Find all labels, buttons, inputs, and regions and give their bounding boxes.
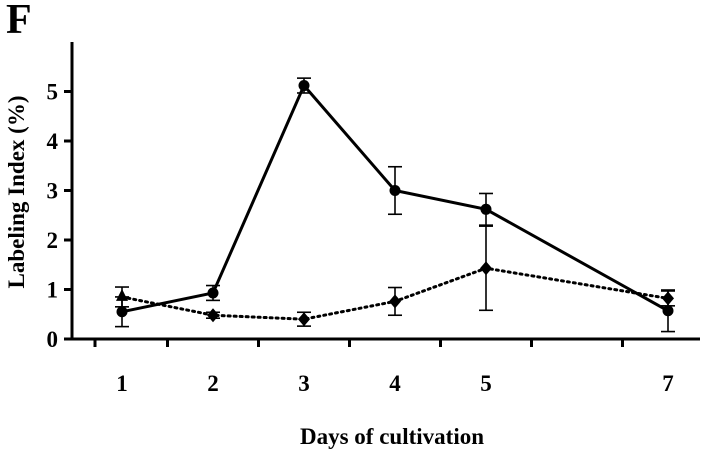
x-tick-label: 2 bbox=[207, 371, 219, 396]
data-point bbox=[298, 312, 310, 327]
y-tick-label: 3 bbox=[47, 179, 59, 204]
y-axis-label: Labeling Index (%) bbox=[4, 96, 29, 289]
data-point bbox=[298, 80, 310, 92]
x-tick-label: 4 bbox=[389, 371, 401, 396]
y-tick-label: 5 bbox=[47, 80, 59, 105]
y-tick-label: 1 bbox=[47, 278, 59, 303]
y-tick-label: 0 bbox=[47, 327, 59, 352]
x-tick-label: 5 bbox=[480, 371, 492, 396]
data-point bbox=[116, 288, 128, 301]
series-line bbox=[120, 266, 670, 321]
data-point bbox=[480, 203, 492, 215]
x-tick-label: 3 bbox=[298, 371, 310, 396]
x-axis-label: Days of cultivation bbox=[300, 424, 484, 449]
data-point bbox=[207, 308, 219, 323]
y-tick-label: 2 bbox=[47, 228, 59, 253]
data-point bbox=[116, 306, 128, 318]
series-2 bbox=[115, 225, 675, 327]
data-point bbox=[389, 185, 401, 196]
data-point bbox=[662, 305, 674, 317]
data-point bbox=[480, 261, 492, 276]
data-point bbox=[207, 287, 219, 299]
data-point bbox=[662, 291, 674, 306]
panel-label: F bbox=[6, 0, 32, 43]
series-layer bbox=[115, 77, 675, 333]
y-tick-label: 4 bbox=[47, 129, 59, 154]
axes: 0 1 2 3 4 5 1 2 3 4 5 7 bbox=[47, 42, 700, 396]
data-point bbox=[389, 294, 401, 309]
x-tick-label: 1 bbox=[116, 371, 128, 396]
series-1 bbox=[115, 77, 675, 333]
series-line bbox=[121, 82, 669, 314]
x-tick-label: 7 bbox=[662, 371, 674, 396]
